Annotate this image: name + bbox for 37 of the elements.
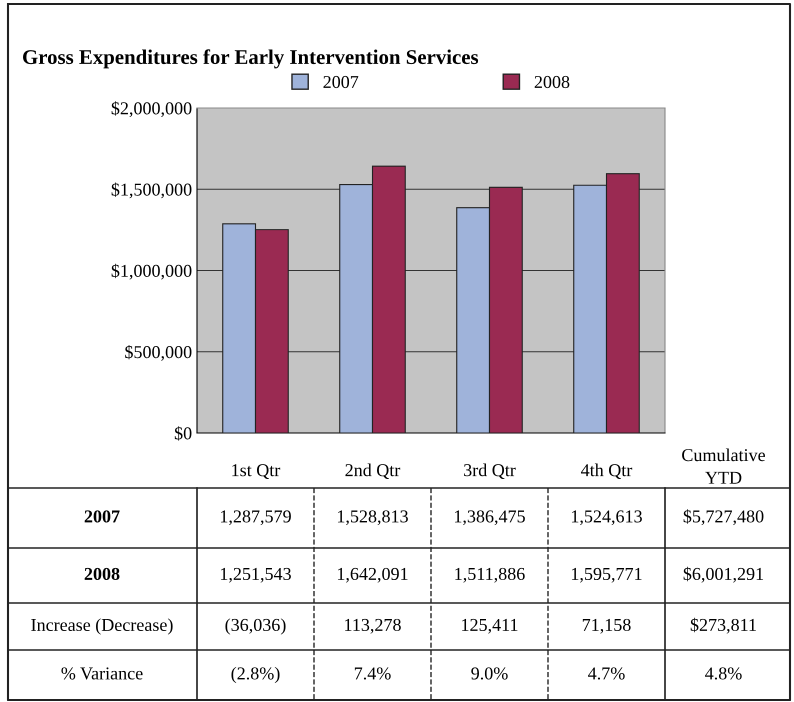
x-tick-label: 2nd Qtr (345, 464, 400, 480)
data-label: 1,386,475 (454, 510, 525, 526)
text: 71,158 (582, 618, 631, 634)
text: $5,727,480 (684, 509, 764, 526)
text: 7.4% (354, 667, 391, 680)
text: (2.8%) (231, 666, 280, 684)
text: Increase (Decrease) (31, 618, 173, 635)
text: $6,001,291 (684, 566, 764, 583)
x-tick-label: 4th Qtr (581, 464, 632, 480)
y-tick-label: $1,000,000 (112, 264, 192, 280)
text: 2008 (84, 568, 120, 580)
text: % Variance (61, 667, 143, 680)
y-tick-label: $1,500,000 (112, 182, 192, 198)
data-label: 1,287,579 (220, 510, 291, 526)
text: Cumulative YTD (682, 448, 765, 484)
text: 4.7% (588, 667, 625, 680)
text: (36,036) (225, 618, 286, 635)
chart-title: Gross Expenditures for Early Intervention Services (23, 49, 478, 68)
text: 2007 (84, 510, 120, 523)
data-label: 1,524,613 (572, 510, 642, 526)
y-tick-label: $0 (174, 426, 192, 441)
data-label: 1,511,886 (455, 568, 525, 583)
text: 4.8% (705, 667, 742, 680)
text: 113,278 (345, 618, 401, 634)
text: 125,411 (462, 618, 518, 634)
text: 9.0% (471, 667, 508, 680)
legend-label: 2007 (323, 76, 358, 88)
data-label: 1,595,771 (572, 568, 642, 583)
y-tick-label: $500,000 (125, 344, 192, 361)
x-tick-label: 1st Qtr (232, 464, 280, 480)
data-label: 1,251,543 (220, 568, 291, 583)
data-label: 1,528,813 (338, 510, 408, 526)
data-label: 1,642,091 (338, 568, 408, 583)
legend-label: 2008 (534, 76, 570, 88)
y-tick-label: $2,000,000 (112, 101, 192, 118)
text: $273,811 (690, 618, 756, 634)
x-tick-label: 3rd Qtr (464, 464, 516, 480)
